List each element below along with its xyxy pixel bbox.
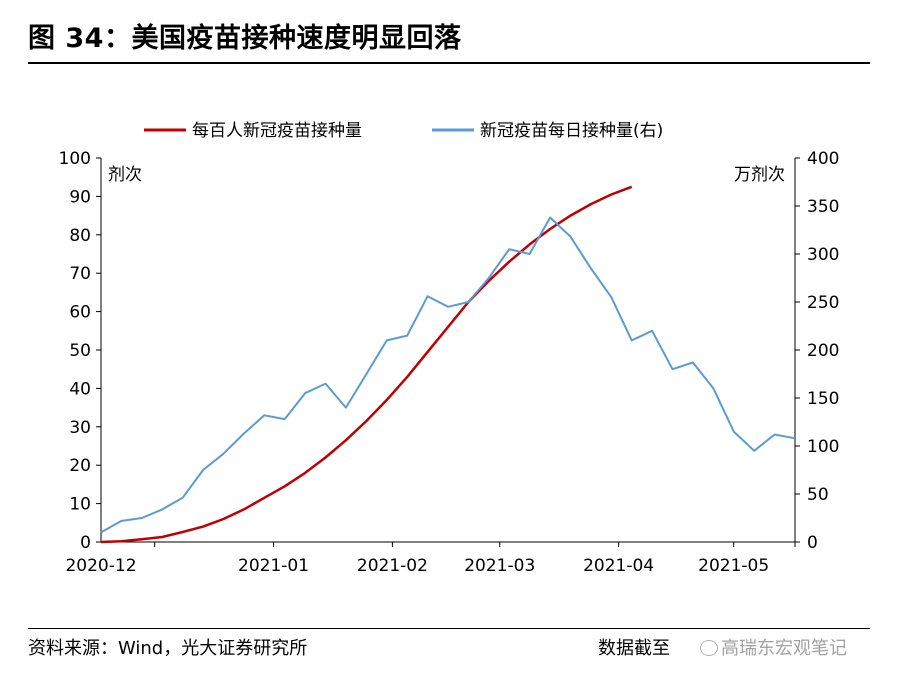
x-tick-label: 2021-01 (238, 556, 309, 576)
y-right-unit: 万剂次 (734, 165, 785, 185)
y-left-tick-label: 30 (69, 418, 91, 438)
y-left-tick-label: 90 (69, 187, 91, 207)
y-left-tick-label: 60 (69, 303, 91, 323)
wechat-icon (700, 640, 718, 656)
figure-title: 图 34：美国疫苗接种速度明显回落 (28, 23, 462, 54)
y-right-tick-label: 100 (807, 437, 839, 457)
data-cutoff-note: 数据截至 (598, 638, 670, 659)
y-right-tick-label: 50 (807, 485, 829, 505)
x-tick-label: 2020-12 (65, 556, 136, 576)
y-right-tick-label: 300 (807, 245, 839, 265)
source-note: 资料来源：Wind，光大证券研究所 (28, 638, 308, 659)
series-line-right (100, 216, 796, 534)
y-right-tick-label: 0 (807, 533, 818, 553)
footer-rule (28, 628, 870, 629)
x-tick-label: 2021-04 (583, 556, 654, 576)
y-left-tick-label: 100 (59, 149, 91, 169)
legend: 每百人新冠疫苗接种量 新冠疫苗每日接种量(右) (144, 121, 663, 141)
y-left-tick-label: 80 (69, 226, 91, 246)
axes: 0 10 20 30 40 50 60 70 80 90 100 0 50 100 150 200 250 300… (59, 149, 840, 576)
y-right-tick-label: 150 (807, 389, 839, 409)
x-tick-label: 2021-03 (464, 556, 535, 576)
y-left-tick-label: 40 (69, 379, 91, 399)
y-left-tick-label: 20 (69, 456, 91, 476)
watermark-text: 高瑞东宏观笔记 (721, 638, 847, 659)
series-line-left (100, 185, 633, 544)
y-left-tick-label: 0 (80, 533, 91, 553)
y-left-tick-label: 50 (69, 341, 91, 361)
x-tick-label: 2021-02 (357, 556, 428, 576)
title-rule (28, 62, 870, 64)
y-right-tick-label: 250 (807, 293, 839, 313)
legend-label-right: 新冠疫苗每日接种量(右) (480, 121, 663, 141)
y-right-tick-label: 200 (807, 341, 839, 361)
y-left-unit: 剂次 (108, 165, 142, 185)
y-right-tick-label: 400 (807, 149, 839, 169)
plot-area (100, 185, 796, 544)
y-left-tick-label: 70 (69, 264, 91, 284)
y-left-tick-label: 10 (69, 495, 91, 515)
x-tick-label: 2021-05 (698, 556, 769, 576)
legend-label-left: 每百人新冠疫苗接种量 (192, 121, 362, 141)
y-right-tick-label: 350 (807, 197, 839, 217)
watermark: 高瑞东宏观笔记 (700, 634, 847, 660)
